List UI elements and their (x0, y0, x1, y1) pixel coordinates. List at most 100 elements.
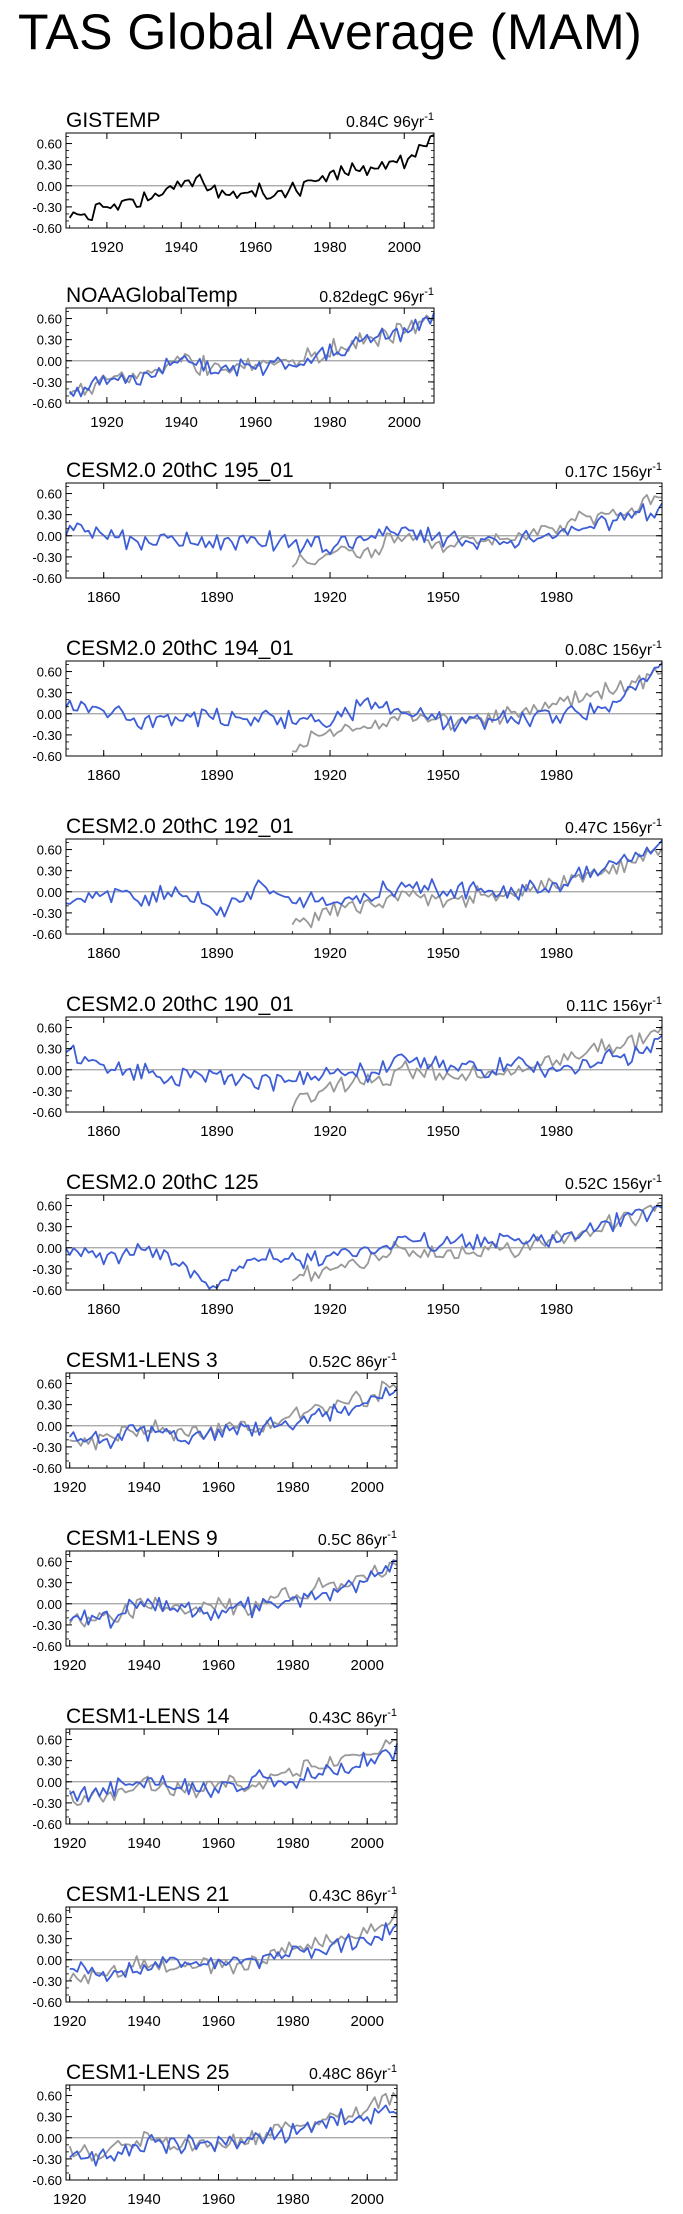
trend-label: 0.84C 96yr-1 (346, 111, 434, 131)
y-tick-label: 0.60 (37, 665, 62, 680)
y-tick-label: 0.60 (37, 2089, 62, 2104)
chart-panel: CESM1-LENS 21 0.43C 86yr-1 -0.60 -0.30 0.00 0… (32, 1883, 398, 2030)
x-tick-label: 2000 (351, 2013, 384, 2030)
y-tick-label: -0.30 (32, 200, 62, 215)
panel-title: CESM1-LENS 9 (66, 1527, 218, 1550)
y-tick-label: 0.60 (37, 843, 62, 858)
chart-panel: CESM1-LENS 25 0.48C 86yr-1 -0.60 -0.30 0.00 0… (32, 2061, 398, 2208)
x-tick-label: 1860 (87, 589, 120, 606)
trend-exponent: -1 (424, 111, 434, 123)
trend-exponent: -1 (652, 461, 662, 473)
x-tick-label: 1950 (427, 1301, 460, 1318)
x-tick-label: 1860 (87, 945, 120, 962)
y-tick-label: -0.60 (32, 396, 62, 411)
y-tick-label: -0.60 (32, 2173, 62, 2188)
trend-exponent: -1 (652, 1173, 662, 1185)
x-tick-label: 1980 (276, 1835, 309, 1852)
y-tick-label: -0.30 (32, 728, 62, 743)
trend-label: 0.17C 156yr-1 (565, 461, 662, 481)
y-tick-label: 0.30 (37, 864, 62, 879)
series-line-obs_overlay (291, 493, 662, 568)
plot-frame (65, 1194, 663, 1291)
series-line-obs_overlay (68, 1739, 398, 1806)
x-tick-label: 1860 (87, 767, 120, 784)
x-tick-label: 1920 (90, 414, 123, 431)
series-line-obs_overlay (68, 2091, 398, 2162)
series-line-obs_overlay (68, 1908, 398, 1985)
x-tick-label: 1940 (127, 2191, 160, 2208)
x-tick-label: 1890 (200, 589, 233, 606)
trend-exponent: -1 (387, 1529, 397, 1541)
x-tick-label: 1890 (200, 767, 233, 784)
trend-value: 0.52C 156yr (565, 1176, 653, 1193)
y-tick-label: 0.00 (37, 529, 62, 544)
y-tick-label: 0.00 (37, 354, 62, 369)
y-tick-label: -0.60 (32, 1995, 62, 2010)
x-tick-label: 1920 (313, 1301, 346, 1318)
chart-panel: CESM2.0 20thC 125 0.52C 156yr-1 -0.60 -0.30… (32, 1171, 663, 1318)
series-line-model (65, 1205, 663, 1290)
x-tick-label: 1940 (127, 2013, 160, 2030)
y-tick-label: 0.00 (37, 707, 62, 722)
series-line-model (65, 1035, 663, 1092)
x-tick-label: 2000 (388, 239, 421, 256)
y-tick-label: 0.30 (37, 2110, 62, 2125)
y-tick-label: 0.30 (37, 686, 62, 701)
x-tick-label: 2000 (351, 1479, 384, 1496)
y-tick-label: 0.00 (37, 1063, 62, 1078)
series-line-obs_overlay (69, 1380, 398, 1451)
x-tick-label: 1920 (53, 2013, 86, 2030)
trend-value: 0.82degC 96yr (319, 289, 425, 306)
x-tick-label: 1980 (276, 1657, 309, 1674)
trend-label: 0.82degC 96yr-1 (319, 286, 434, 306)
chart-panel: CESM2.0 20thC 192_01 0.47C 156yr-1 -0.60 -0… (32, 815, 663, 962)
series-line-obs_overlay (291, 1201, 663, 1282)
x-tick-label: 2000 (351, 1835, 384, 1852)
trend-label: 0.43C 86yr-1 (309, 1885, 397, 1905)
series-line-obs_overlay (68, 1561, 398, 1628)
panel-title: CESM2.0 20thC 192_01 (66, 815, 294, 838)
x-tick-label: 1960 (202, 1835, 235, 1852)
series-line-model (69, 1559, 398, 1629)
plot-frame (65, 2084, 398, 2181)
y-tick-label: -0.60 (32, 1639, 62, 1654)
plot-frame (65, 838, 663, 935)
trend-label: 0.48C 86yr-1 (309, 2063, 397, 2083)
y-tick-label: -0.60 (32, 221, 62, 236)
y-tick-label: -0.60 (32, 571, 62, 586)
x-tick-label: 1920 (90, 239, 123, 256)
y-tick-label: 0.00 (37, 885, 62, 900)
chart-panel: CESM2.0 20thC 194_01 0.08C 156yr-1 -0.60 -0… (32, 637, 663, 784)
x-tick-label: 1920 (53, 1835, 86, 1852)
chart-panel: CESM2.0 20thC 195_01 0.17C 156yr-1 -0.60 -0… (32, 459, 663, 606)
series-line-model (68, 312, 435, 398)
y-tick-label: -0.60 (32, 1461, 62, 1476)
x-tick-label: 1890 (200, 945, 233, 962)
y-tick-label: 0.00 (37, 1241, 62, 1256)
x-tick-label: 1950 (427, 589, 460, 606)
y-tick-label: -0.30 (32, 1618, 62, 1633)
series-line-observed (68, 134, 435, 222)
page-title: TAS Global Average (MAM) (18, 4, 643, 60)
trend-value: 0.11C 156yr (566, 998, 653, 1015)
x-tick-label: 1980 (540, 945, 573, 962)
y-tick-label: 0.00 (37, 1953, 62, 1968)
y-tick-label: 0.30 (37, 1576, 62, 1591)
panel-title: GISTEMP (66, 109, 161, 132)
plot-frame (65, 1728, 398, 1825)
series-line-model (68, 1386, 398, 1450)
x-tick-label: 1920 (53, 2191, 86, 2208)
y-tick-label: -0.60 (32, 927, 62, 942)
plot-frame (65, 660, 663, 757)
y-tick-label: 0.60 (37, 312, 62, 327)
plot-frame (65, 1016, 663, 1113)
panel-title: CESM2.0 20thC 195_01 (66, 459, 294, 482)
series-line-model (65, 662, 663, 733)
panel-title: CESM2.0 20thC 125 (66, 1171, 259, 1194)
x-tick-label: 1980 (540, 1301, 573, 1318)
trend-exponent: -1 (424, 286, 434, 298)
trend-label: 0.52C 156yr-1 (565, 1173, 662, 1193)
x-tick-label: 1960 (239, 414, 272, 431)
y-tick-label: 0.00 (37, 2131, 62, 2146)
trend-exponent: -1 (387, 1351, 397, 1363)
